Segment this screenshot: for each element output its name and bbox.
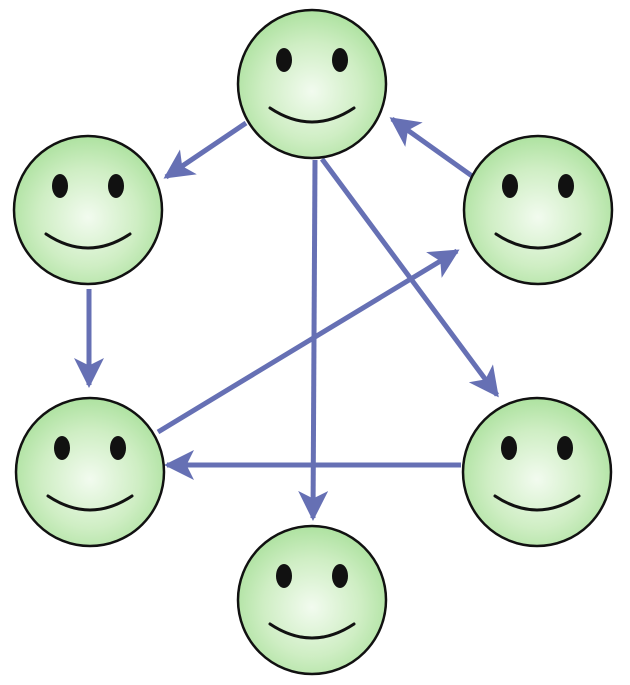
right-eye — [108, 174, 124, 198]
left-eye — [52, 174, 68, 198]
right-eye — [332, 48, 348, 72]
right-eye — [332, 564, 348, 588]
face-circle — [236, 524, 388, 676]
node-top-smiley-face-icon — [236, 8, 388, 160]
face-circle — [462, 134, 614, 286]
smile-mouth — [268, 622, 356, 640]
left-eye — [276, 564, 292, 588]
node-lower-left-smiley-face-icon — [14, 396, 166, 548]
smile-mouth — [268, 106, 356, 124]
smile-mouth — [494, 232, 582, 250]
right-eye — [110, 436, 126, 460]
left-eye — [54, 436, 70, 460]
left-eye — [276, 48, 292, 72]
arrow-upper-right-to-top — [389, 116, 474, 179]
face-circle — [461, 396, 613, 548]
arrow-top-to-upper-left — [163, 120, 248, 180]
face-circle — [12, 134, 164, 286]
smile-mouth — [46, 494, 134, 512]
node-upper-left-smiley-face-icon — [12, 134, 164, 286]
left-eye — [501, 436, 517, 460]
right-eye — [558, 174, 574, 198]
node-upper-right-smiley-face-icon — [462, 134, 614, 286]
right-eye — [557, 436, 573, 460]
face-circle — [236, 8, 388, 160]
edges-layer — [74, 116, 500, 521]
smile-mouth — [493, 494, 581, 512]
smile-mouth — [44, 232, 132, 250]
arrow-lower-left-to-upper-right — [156, 248, 460, 435]
face-circle — [14, 396, 166, 548]
node-lower-right-smiley-face-icon — [461, 396, 613, 548]
node-bottom-smiley-face-icon — [236, 524, 388, 676]
left-eye — [502, 174, 518, 198]
nodes-layer — [12, 8, 614, 676]
